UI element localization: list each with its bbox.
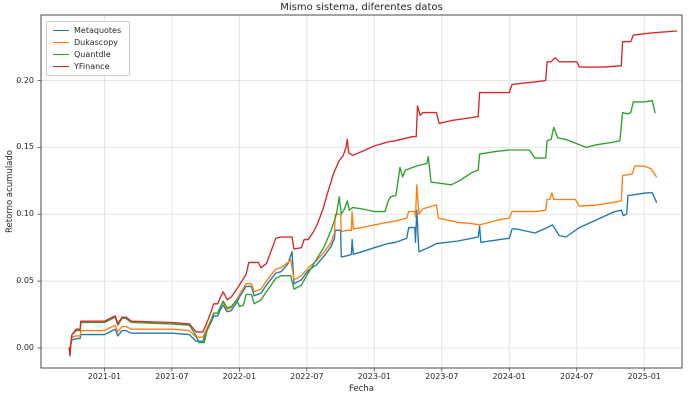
legend-label: Quantdle bbox=[74, 50, 111, 59]
legend-label: YFinance bbox=[74, 62, 110, 71]
chart-title: Mismo sistema, diferentes datos bbox=[280, 2, 443, 13]
series-line-quantdle bbox=[68, 99, 656, 354]
legend-item-metaquotes: Metaquotes bbox=[53, 25, 121, 36]
x-tick-label: 2023-07 bbox=[425, 372, 459, 381]
y-tick-label: 0.15 bbox=[16, 142, 34, 152]
legend-item-dukascopy: Dukascopy bbox=[53, 37, 121, 48]
y-tick-label: 0.05 bbox=[16, 276, 34, 286]
x-axis-label: Fecha bbox=[349, 384, 374, 394]
legend-label: Dukascopy bbox=[74, 38, 118, 47]
x-tick-label: 2024-01 bbox=[492, 372, 526, 381]
legend-line-swatch bbox=[53, 54, 69, 55]
y-tick-label: 0.20 bbox=[16, 75, 34, 85]
legend-label: Metaquotes bbox=[74, 26, 122, 35]
legend-line-swatch bbox=[53, 30, 69, 31]
series-line-dukascopy bbox=[68, 165, 658, 356]
legend: Metaquotes Dukascopy Quantdle YFinance bbox=[46, 21, 131, 76]
x-tick-label: 2025-01 bbox=[627, 372, 661, 381]
y-tick-label: 0.10 bbox=[16, 209, 34, 219]
series-line-yfinance bbox=[68, 30, 678, 356]
x-tick-label: 2021-07 bbox=[155, 372, 189, 381]
x-tick-label: 2024-07 bbox=[560, 372, 594, 381]
legend-item-yfinance: YFinance bbox=[53, 61, 121, 72]
x-tick-label: 2022-01 bbox=[222, 372, 257, 381]
series-line-metaquotes bbox=[68, 192, 658, 357]
x-tick-label: 2022-07 bbox=[290, 372, 324, 381]
y-tick-label: 0.00 bbox=[16, 342, 34, 352]
legend-item-quantdle: Quantdle bbox=[53, 49, 121, 60]
x-tick-label: 2023-01 bbox=[357, 372, 392, 381]
plot-border bbox=[40, 14, 683, 369]
x-tick-label: 2021-01 bbox=[87, 372, 122, 381]
legend-line-swatch bbox=[53, 66, 69, 67]
legend-line-swatch bbox=[53, 42, 69, 43]
